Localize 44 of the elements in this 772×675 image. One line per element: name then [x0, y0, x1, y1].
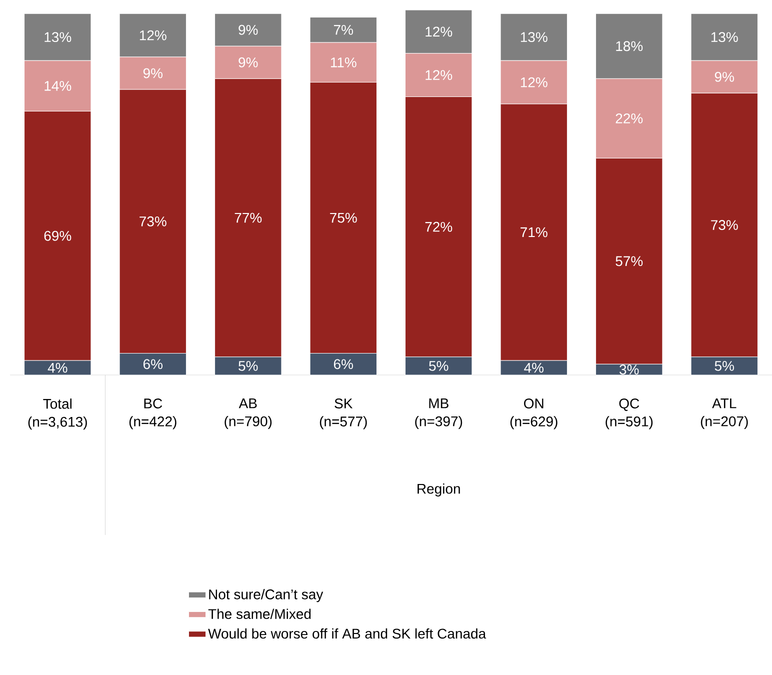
x-tick-label: Total (n=3,613)	[28, 398, 87, 430]
x-tick-label: ON (n=629)	[510, 398, 558, 430]
x-axis-title: Region	[418, 483, 460, 497]
data-label: 12%	[426, 26, 452, 37]
data-label: 12%	[520, 77, 548, 88]
data-label: 3%	[620, 364, 639, 375]
data-label: 57%	[616, 256, 643, 266]
data-label: 13%	[520, 32, 548, 42]
x-tick-label: SK (n=577)	[320, 398, 367, 430]
legend-label: Would be worse off if AB and SK left Canada	[208, 628, 486, 639]
legend-label: Not sure/Can’t say	[209, 589, 324, 602]
data-label: 4%	[48, 362, 68, 373]
data-label: 5%	[714, 361, 734, 371]
x-tick-label: BC (n=422)	[129, 398, 176, 430]
data-label: 9%	[143, 68, 162, 78]
data-label: 11%	[330, 57, 356, 68]
data-label: 5%	[429, 361, 448, 371]
data-label: 75%	[330, 212, 357, 223]
legend-label: The same/Mixed	[208, 608, 311, 619]
data-label: 13%	[44, 32, 72, 42]
data-label: 72%	[425, 222, 452, 232]
data-label: 7%	[334, 24, 353, 35]
data-label: 18%	[616, 41, 643, 52]
data-label: 9%	[714, 72, 734, 82]
data-label: 9%	[238, 24, 258, 35]
x-tick-label: QC (n=591)	[606, 398, 653, 430]
x-tick-label: ATL (n=207)	[700, 398, 748, 430]
data-label: 71%	[520, 227, 548, 238]
data-label: 69%	[44, 230, 72, 241]
data-label: 73%	[140, 216, 166, 226]
data-label: 14%	[44, 80, 72, 91]
data-label: 6%	[334, 359, 353, 370]
data-label: 12%	[426, 70, 452, 80]
x-tick-label: MB (n=397)	[415, 398, 462, 430]
data-label: 4%	[524, 362, 544, 373]
data-label: 13%	[711, 32, 738, 42]
data-label: 77%	[234, 212, 262, 223]
data-label: 9%	[238, 57, 258, 68]
data-label: 5%	[238, 361, 258, 371]
x-tick-label: AB (n=790)	[224, 398, 272, 430]
data-label: 12%	[140, 30, 166, 40]
data-label: 73%	[711, 220, 738, 230]
data-label: 22%	[616, 113, 643, 124]
data-label: 6%	[143, 359, 162, 370]
